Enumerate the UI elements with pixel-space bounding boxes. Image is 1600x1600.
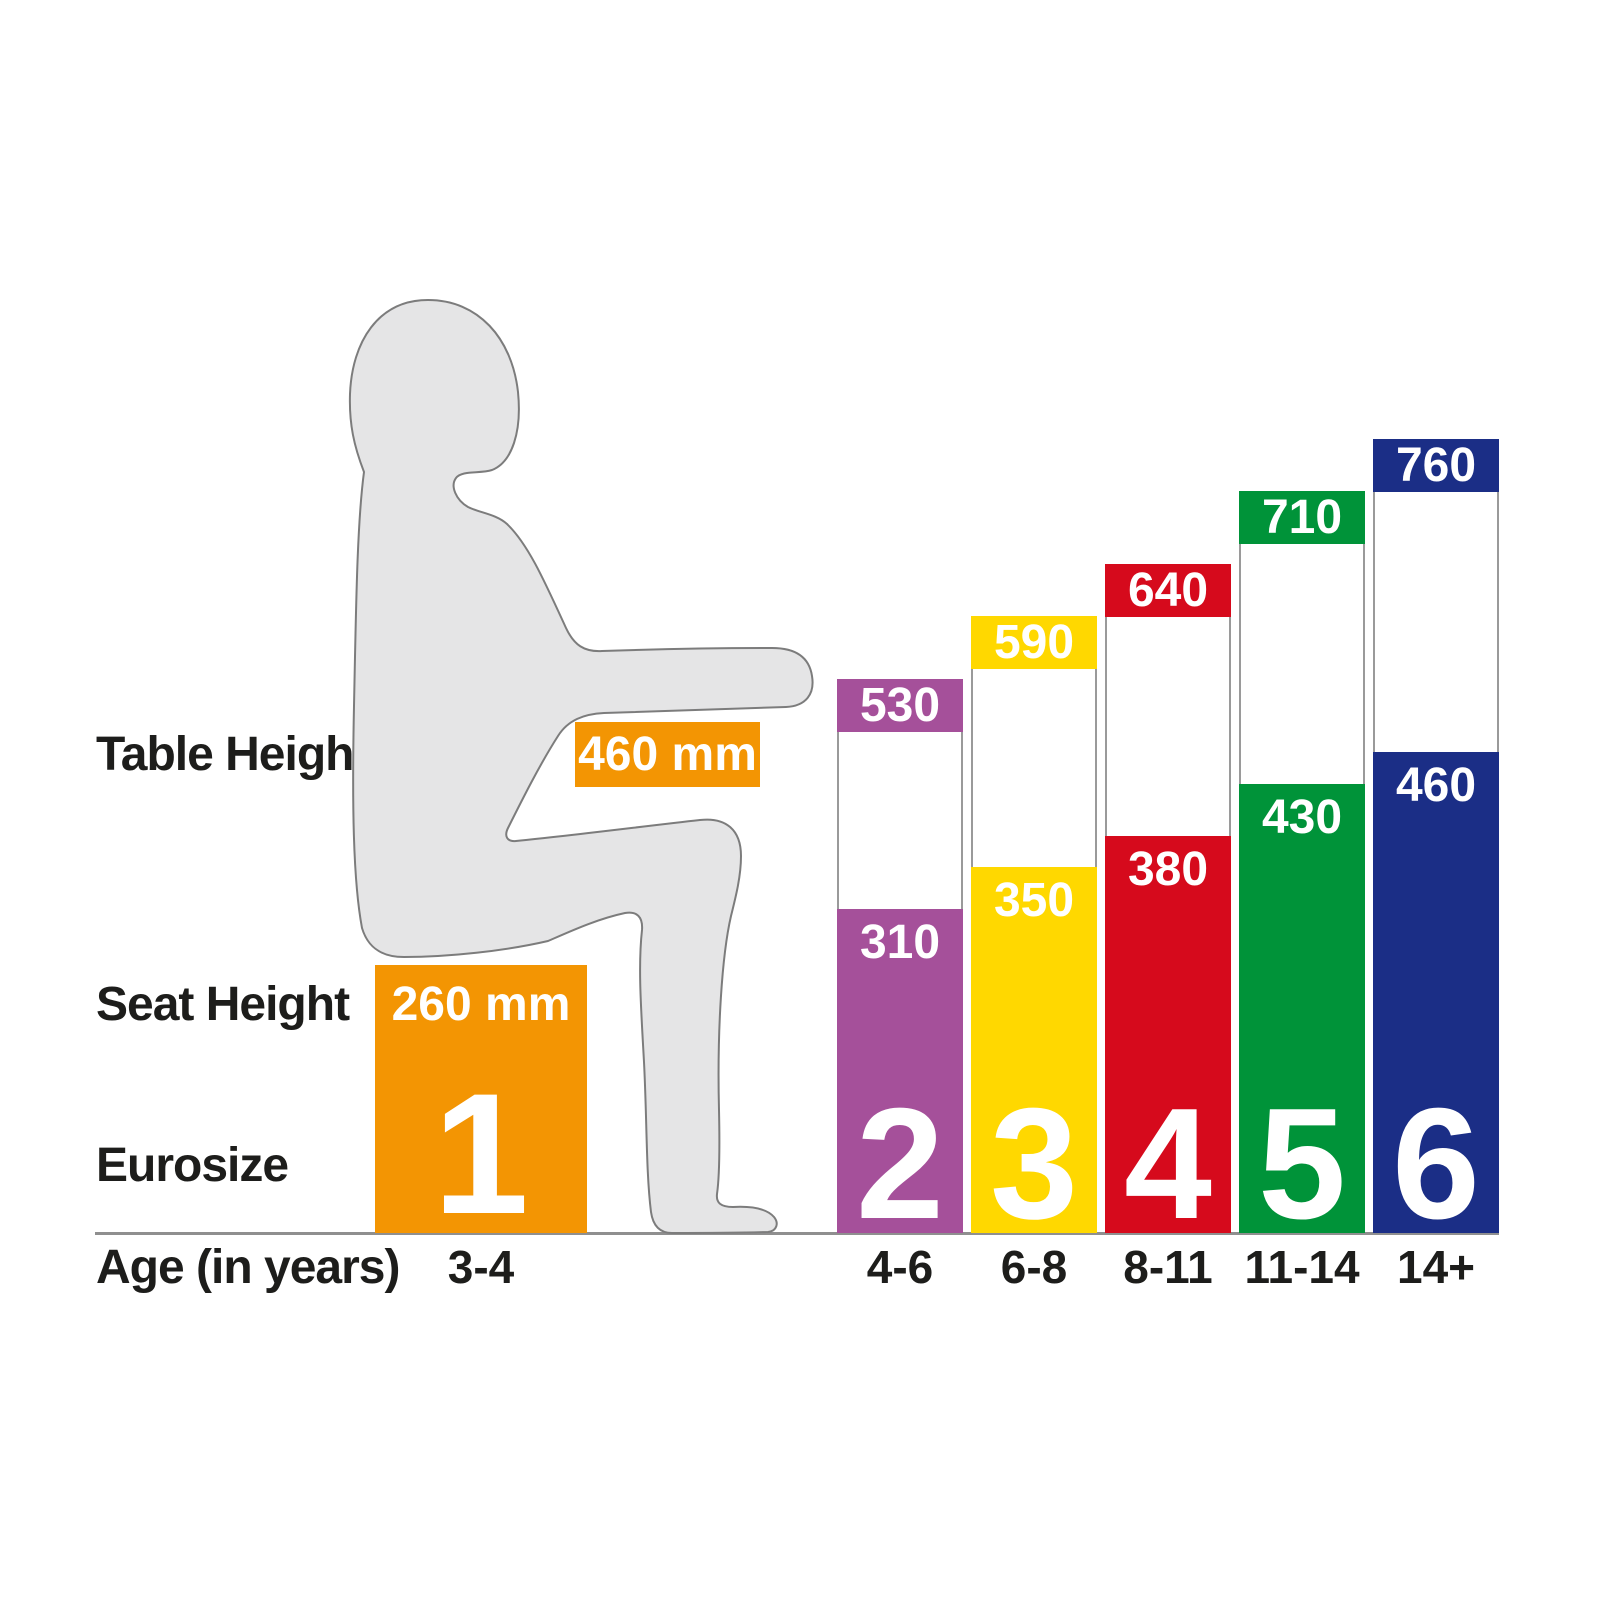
- size2-eurosize-numeral: 2: [856, 1075, 944, 1252]
- size3-table-height-value: 590: [971, 616, 1097, 669]
- eurosize-label: Eurosize: [96, 1139, 289, 1192]
- age-label-size6: 14+: [1396, 1241, 1476, 1293]
- age-label-size2: 4-6: [866, 1241, 934, 1293]
- size5-table-height-value: 710: [1239, 491, 1365, 544]
- size4-seat-height-value: 380: [1127, 843, 1209, 896]
- size2-column: 530 310 2: [837, 679, 963, 1252]
- size5-column-gap: [1239, 544, 1365, 784]
- size5-column: 710 430 5: [1239, 491, 1365, 1252]
- size4-column: 640 380 4: [1105, 564, 1231, 1252]
- size3-column-gap: [971, 669, 1097, 867]
- size3-seat-height-value: 350: [993, 874, 1075, 927]
- size1-table-height-value: 460 mm: [578, 727, 757, 781]
- size4-column-gap: [1105, 617, 1231, 836]
- size6-table-height-value: 760: [1373, 439, 1499, 492]
- age-label-size4: 8-11: [1123, 1241, 1213, 1293]
- size6-column-gap: [1373, 492, 1499, 752]
- age-label-size1: 3-4: [447, 1241, 515, 1293]
- size5-eurosize-numeral: 5: [1258, 1075, 1346, 1252]
- size2-table-height-value: 530: [837, 679, 963, 732]
- size3-seat-bar: 350 3: [971, 867, 1097, 1252]
- size1-table-block: 460 mm: [575, 722, 760, 787]
- size6-seat-bar: 460 6: [1373, 752, 1499, 1252]
- seat-height-label: Seat Height: [96, 978, 350, 1031]
- size2-seat-bar: 310 2: [837, 909, 963, 1252]
- size6-eurosize-numeral: 6: [1392, 1075, 1480, 1252]
- size2-column-gap: [837, 732, 963, 909]
- size6-seat-height-value: 460: [1395, 759, 1477, 812]
- size1-seat-height-value: 260 mm: [391, 978, 571, 1031]
- size4-table-height-value: 640: [1105, 564, 1231, 617]
- age-axis-label: Age (in years): [96, 1241, 400, 1294]
- size6-column: 760 460 6: [1373, 439, 1499, 1252]
- size5-seat-bar: 430 5: [1239, 784, 1365, 1252]
- table-height-label: Table Height: [96, 728, 369, 781]
- age-label-size3: 6-8: [1000, 1241, 1068, 1293]
- size1-seat-block: 260 mm 1: [375, 965, 587, 1250]
- size5-seat-height-value: 430: [1261, 791, 1343, 844]
- size2-seat-height-value: 310: [859, 916, 941, 969]
- size1-eurosize-numeral: 1: [433, 1058, 529, 1250]
- size3-column: 590 350 3: [971, 616, 1097, 1252]
- size3-eurosize-numeral: 3: [990, 1075, 1078, 1252]
- size4-seat-bar: 380 4: [1105, 836, 1231, 1252]
- size4-eurosize-numeral: 4: [1124, 1075, 1212, 1252]
- age-label-size5: 11-14: [1244, 1241, 1360, 1293]
